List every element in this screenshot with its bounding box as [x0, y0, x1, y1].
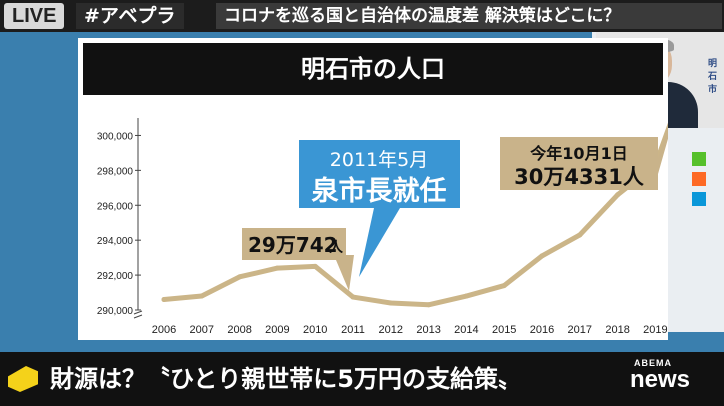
data-point: [463, 293, 469, 299]
axis-break: [133, 310, 143, 319]
live-badge: LIVE: [4, 3, 65, 29]
data-point: [577, 232, 583, 238]
annotation-mayor-title: 泉市長就任: [312, 175, 447, 207]
data-point: [388, 300, 394, 306]
x-tick-label: 2016: [530, 324, 554, 336]
x-tick-label: 2018: [605, 324, 629, 336]
ticker-bar: 財源は？〝ひとり親世帯に5万円の支給策〟: [0, 352, 724, 406]
x-tick-label: 2011: [341, 324, 365, 336]
x-tick-label: 2015: [492, 324, 516, 336]
y-tick-label: 290,000: [97, 306, 134, 317]
data-point: [274, 265, 280, 271]
x-tick-label: 2009: [265, 324, 289, 336]
annotation-latest-box: [500, 127, 668, 190]
chart-title-bar: 明石市の人口: [83, 43, 663, 95]
y-tick-label: 300,000: [97, 131, 134, 142]
sdg-tile: [692, 192, 706, 206]
x-tick-label: 2010: [303, 324, 327, 336]
news-wordmark: news: [630, 366, 691, 393]
ticker-text: 財源は？〝ひとり親世帯に5万円の支給策〟: [50, 365, 522, 393]
chart-title: 明石市の人口: [301, 55, 445, 83]
data-point: [199, 293, 205, 299]
x-tick-label: 2013: [416, 324, 440, 336]
chart-card: 明石市の人口 290,000 292,000 294,000 296,000 298,0…: [78, 38, 668, 340]
x-tick-label: 2017: [568, 324, 592, 336]
headline-text: コロナを巡る国と自治体の温度差 解決策はどこに？: [216, 3, 722, 29]
abema-news-logo: ABEMA news: [626, 352, 724, 406]
data-point: [312, 263, 318, 269]
annotation-mayor-box: [299, 140, 460, 278]
data-point: [615, 192, 621, 198]
top-bar: LIVE #アベプラ コロナを巡る国と自治体の温度差 解決策はどこに？: [0, 0, 724, 32]
data-point: [237, 274, 243, 280]
annotation-latest-date: 今年10月1日: [529, 144, 627, 163]
y-tick-label: 294,000: [97, 236, 134, 247]
annotation-2011-unit: 人: [329, 239, 344, 256]
x-tick-label: 2007: [190, 324, 214, 336]
sdg-tile: [692, 152, 706, 166]
data-point: [161, 297, 167, 303]
abema-wordmark: ABEMA: [634, 358, 672, 368]
sdg-tile: [692, 172, 706, 186]
annotation-2011-value: 29万742: [248, 233, 338, 257]
x-tick-label: 2012: [379, 324, 403, 336]
annotation-2011-box: [242, 228, 354, 292]
annotation-latest-value: 30万4331人: [514, 165, 644, 189]
city-label: 明石市: [708, 59, 718, 95]
y-tick-label: 296,000: [97, 201, 134, 212]
data-point: [501, 283, 507, 289]
data-point: [539, 253, 545, 259]
x-tick-label: 2019: [643, 324, 667, 336]
hashtag-label: #アベプラ: [76, 3, 184, 29]
x-tick-label: 2014: [454, 324, 478, 336]
x-tick-label: 2008: [227, 324, 251, 336]
y-tick-label: 292,000: [97, 271, 134, 282]
population-chart: 290,000 292,000 294,000 296,000 298,000 300,0…: [97, 118, 668, 336]
y-tick-label: 298,000: [97, 166, 134, 177]
x-tick-label: 2006: [152, 324, 176, 336]
data-point: [426, 302, 432, 308]
ticker-icon: [8, 366, 38, 392]
annotation-mayor-date: 2011年5月: [330, 149, 428, 171]
data-point: [350, 294, 356, 300]
